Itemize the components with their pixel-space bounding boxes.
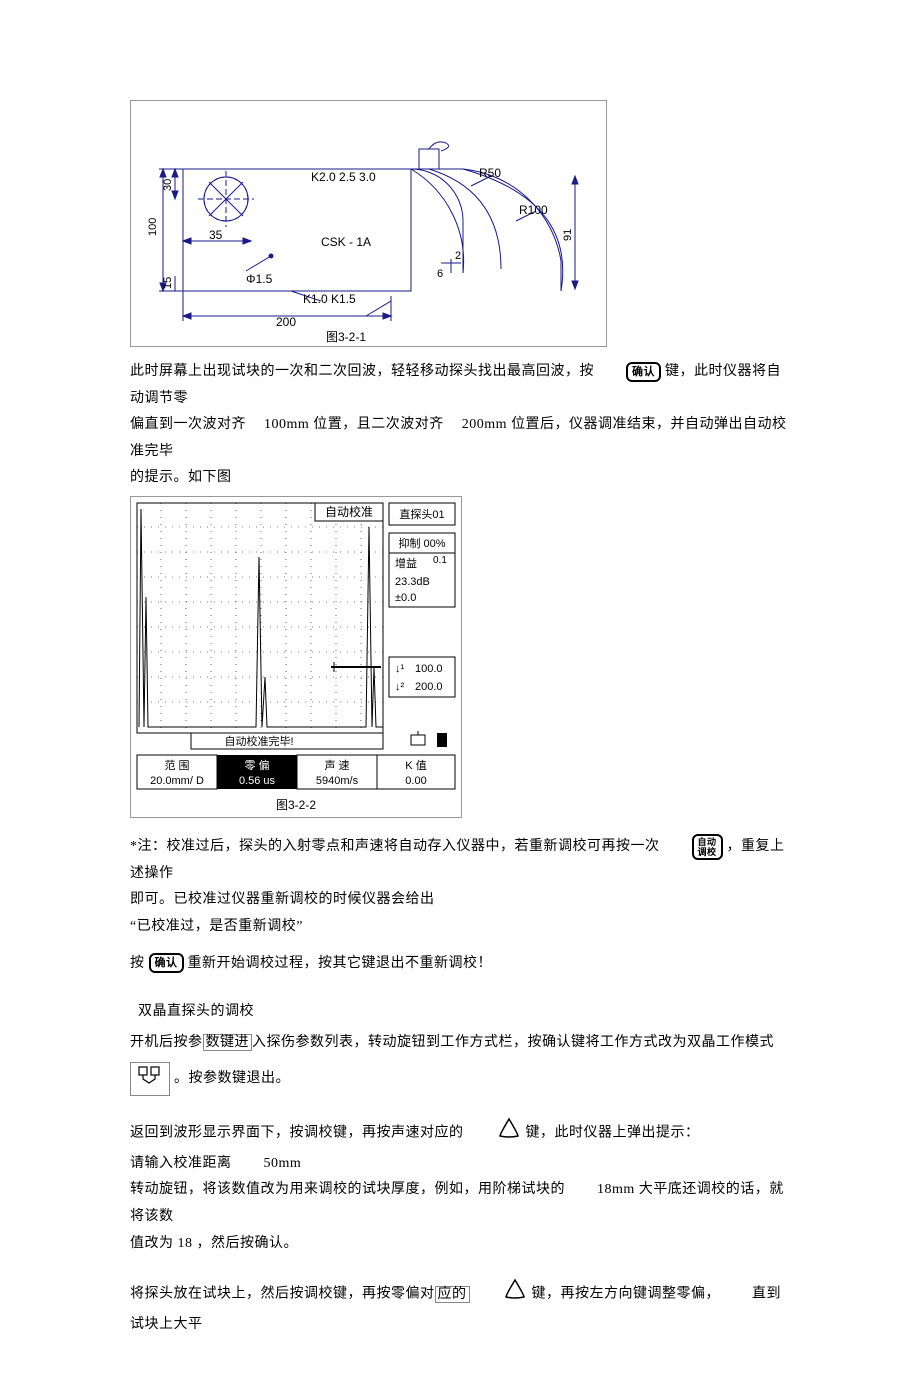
auto-cal-button-icon: 自动调校 — [692, 834, 723, 860]
d1-dim100: 100 — [147, 218, 159, 236]
paragraph-5: 将探头放在试块上，然后按调校键，再按零偏对应的 键，再按左方向键调整零偏， 直到… — [130, 1277, 790, 1338]
d2-zero-val: 0.56 us — [239, 775, 276, 787]
d1-dim6: 6 — [437, 268, 443, 280]
d1-dim15: 15 — [162, 277, 174, 289]
d2-gain-lbl: 增益 — [395, 556, 417, 570]
paragraph-4: 返回到波形显示界面下，按调校键，再按声速对应的 键，此时仪器上弹出提示： 请输入… — [130, 1116, 790, 1257]
d2-done: 自动校准完毕! — [224, 734, 293, 748]
p2-t5: 按 — [130, 956, 145, 971]
p4-v1: 50mm — [264, 1156, 302, 1171]
p4-v3: 18 — [178, 1236, 193, 1251]
d1-csk: CSK - 1A — [321, 235, 371, 249]
p4-t7: ，然后按确认。 — [197, 1236, 299, 1251]
paragraph-3b: 。按参数键退出。 — [130, 1062, 790, 1096]
d2-vel-lbl: 声 速 — [324, 758, 349, 772]
p1-v2: 200mm — [462, 417, 507, 432]
d1-dim2: 2 — [455, 250, 461, 262]
triangle-button-icon — [496, 1116, 522, 1151]
d2-vel-val: 5940m/s — [316, 775, 359, 787]
confirm-button-icon-2: 确认 — [149, 953, 184, 973]
d1-k-upper: K2.0 2.5 3.0 — [311, 170, 376, 184]
d2-m2-val: 200.0 — [415, 681, 443, 693]
triangle-button-icon-2 — [502, 1277, 528, 1312]
d2-caption: 图3-2-2 — [276, 798, 316, 812]
d1-k-lower: K1.0 K1.5 — [303, 292, 356, 306]
d2-header: 自动校准 — [325, 504, 373, 519]
confirm-button-icon: 确认 — [626, 362, 661, 382]
d1-dim200: 200 — [276, 315, 296, 329]
d2-zero-lbl: 零 偏 — [244, 758, 269, 772]
d1-r100: R100 — [519, 203, 548, 217]
p4-t6: 值改为 — [130, 1236, 174, 1251]
p2-t4: “已校准过，是否重新调校” — [130, 919, 303, 934]
p3-h: 双晶直探头的调校 — [138, 1004, 254, 1019]
p2-t6: 重新开始调校过程，按其它键退出不重新调校！ — [188, 956, 493, 971]
p3-t1b: 入探伤参数列表，转动旋钮到工作方式栏，按确认键将工作方式改为双晶工作模式 — [252, 1035, 774, 1050]
p4-t1: 返回到波形显示界面下，按调校键，再按声速对应的 — [130, 1126, 464, 1141]
d2-suppress: 抑制 00% — [398, 536, 445, 550]
d1-caption: 图3-2-1 — [326, 330, 366, 344]
p1-t3: 偏直到一次波对齐 — [130, 417, 246, 432]
p4-t3: 请输入校准距离 — [130, 1156, 232, 1171]
paragraph-2b: 按 确认 重新开始调校过程，按其它键退出不重新调校！ — [130, 951, 790, 978]
p1-v1: 100mm — [264, 417, 309, 432]
p3-t1: 开机后按参 — [130, 1035, 203, 1050]
d2-gain-step: 0.1 — [433, 555, 447, 566]
paragraph-1: 此时屏幕上出现试块的一次和二次回波，轻轻移动探头找出最高回波，按 确认 键，此时… — [130, 359, 790, 492]
d1-dim35: 35 — [209, 228, 223, 242]
d2-probe: 直探头01 — [399, 507, 444, 521]
d1-dim30: 30 — [162, 179, 174, 191]
d2-k-val: 0.00 — [405, 775, 426, 787]
d1-r50: R50 — [479, 166, 501, 180]
d2-m1-val: 100.0 — [415, 663, 443, 675]
p5-boxed: 应的 — [435, 1286, 470, 1303]
instrument-screen-diagram: 自动校准 自动校准完毕! 直探头01 抑制 00% 增益 0.1 23.3dB … — [130, 496, 462, 818]
p2-t3: 即可。已校准过仪器重新调校的时候仪器会给出 — [130, 892, 435, 907]
paragraph-3: 开机后按参数键进入探伤参数列表，转动旋钮到工作方式栏，按确认键将工作方式改为双晶… — [130, 1030, 790, 1057]
p3-t2: 。按参数键退出。 — [174, 1071, 290, 1086]
d2-range-lbl: 范 围 — [164, 758, 189, 772]
p2-t1: *注：校准过后，探头的入射零点和声速将自动存入仪器中，若重新调校可再按一次 — [130, 839, 660, 854]
technical-diagram-csk-1a: K2.0 2.5 3.0 CSK - 1A Φ1.5 K1.0 K1.5 R50… — [130, 100, 607, 347]
p5-t1: 将探头放在试块上，然后按调校键，再按零偏对 — [130, 1287, 435, 1302]
d2-k-lbl: K 值 — [405, 759, 426, 772]
d2-m1-lbl: ↓¹ — [395, 663, 405, 675]
p1-t1: 此时屏幕上出现试块的一次和二次回波，轻轻移动探头找出最高回波，按 — [130, 364, 594, 379]
p4-t4: 转动旋钮，将该数值改为用来调校的试块厚度，例如，用阶梯试块的 — [130, 1182, 565, 1197]
paragraph-3-heading: 双晶直探头的调校 — [130, 999, 790, 1026]
p1-t6: 的提示。如下图 — [130, 470, 232, 485]
d2-gain-val: 23.3dB — [395, 576, 430, 588]
dual-crystal-icon — [130, 1062, 170, 1096]
p5-t2: 键，再按左方向键调整零偏， — [532, 1287, 721, 1302]
d2-m2-lbl: ↓² — [395, 681, 405, 693]
p4-t2: 键，此时仪器上弹出提示： — [526, 1126, 700, 1141]
p4-v2: 18mm — [597, 1182, 635, 1197]
d2-gain-delta: ±0.0 — [395, 592, 416, 604]
d1-dim91: 91 — [562, 229, 574, 241]
paragraph-2: *注：校准过后，探头的入射零点和声速将自动存入仪器中，若重新调校可再按一次 自动… — [130, 834, 790, 941]
d1-phi: Φ1.5 — [246, 272, 273, 286]
p1-t4: 位置，且二次波对齐 — [313, 417, 444, 432]
p3-boxed: 数键进 — [203, 1034, 253, 1051]
d2-range-val: 20.0mm/ D — [150, 775, 204, 787]
